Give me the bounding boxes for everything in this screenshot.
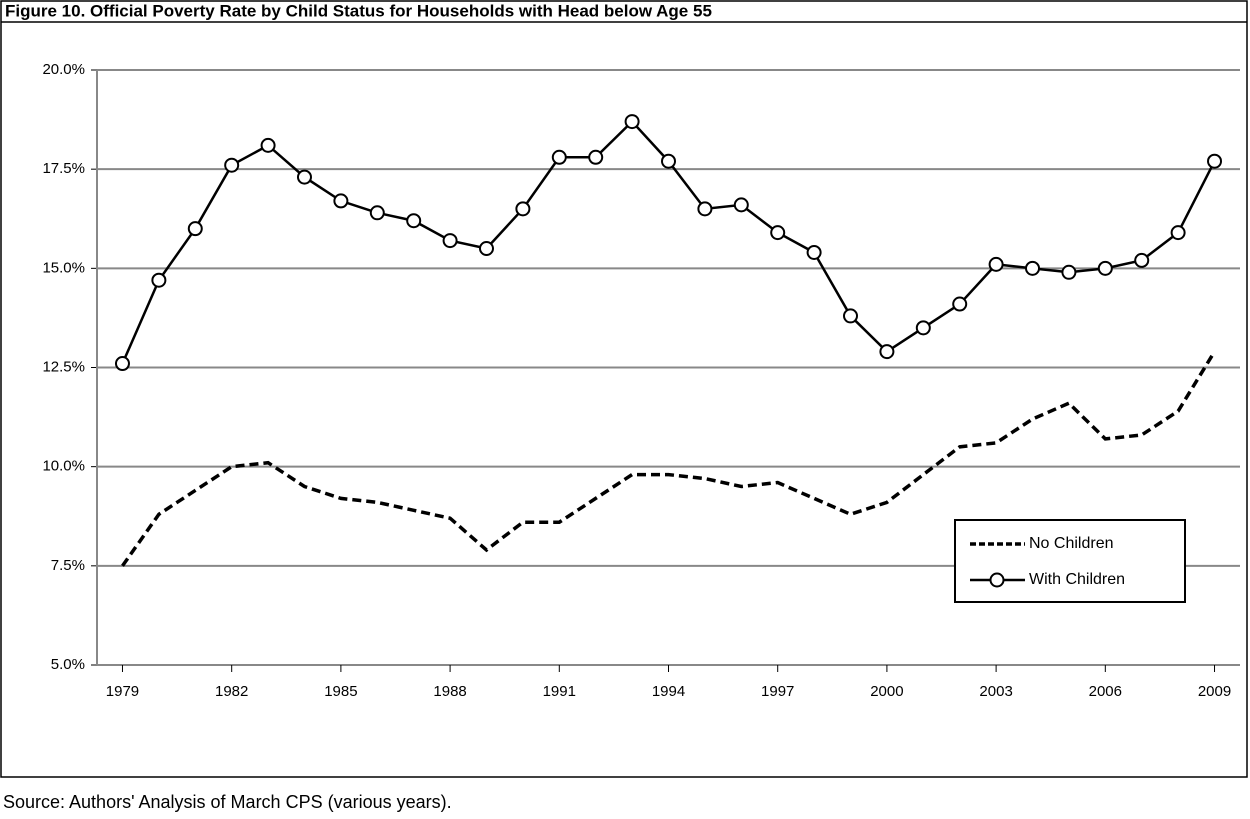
y-tick-label: 20.0% <box>42 61 85 78</box>
legend-box <box>954 519 1186 603</box>
data-point <box>733 197 749 213</box>
x-tick-label: 1997 <box>761 683 794 700</box>
frame <box>0 0 1248 778</box>
y-tick-label: 7.5% <box>51 557 85 574</box>
x-tick-label: 2009 <box>1198 683 1231 700</box>
data-point <box>843 308 859 324</box>
data-point <box>442 233 458 249</box>
data-point <box>114 356 130 372</box>
data-point <box>1170 225 1186 241</box>
data-point <box>333 193 349 209</box>
data-point <box>624 114 640 130</box>
data-point <box>697 201 713 217</box>
data-point <box>1134 252 1150 268</box>
x-tick-label: 2006 <box>1089 683 1122 700</box>
legend-label: No Children <box>1029 535 1113 552</box>
data-point <box>406 213 422 229</box>
x-tick-label: 1979 <box>106 683 139 700</box>
x-tick-label: 1985 <box>324 683 357 700</box>
x-tick-label: 1991 <box>543 683 576 700</box>
x-tick-label: 1994 <box>652 683 685 700</box>
y-tick-label: 17.5% <box>42 160 85 177</box>
data-point <box>151 272 167 288</box>
x-tick-label: 1988 <box>433 683 466 700</box>
x-tick-label: 2000 <box>870 683 903 700</box>
data-point <box>1207 153 1223 169</box>
data-point <box>770 225 786 241</box>
legend-label: With Children <box>1029 571 1125 588</box>
data-point <box>915 320 931 336</box>
series-line <box>121 350 1217 567</box>
data-point <box>187 221 203 237</box>
data-point <box>952 296 968 312</box>
legend-marker <box>989 572 1005 588</box>
data-point <box>588 149 604 165</box>
source-note: Source: Authors' Analysis of March CPS (… <box>3 792 452 812</box>
data-point <box>1061 264 1077 280</box>
data-point <box>661 153 676 169</box>
data-point <box>988 256 1004 272</box>
data-point <box>1097 260 1113 276</box>
y-tick-label: 5.0% <box>51 656 85 673</box>
chart-title: Figure 10. Official Poverty Rate by Chil… <box>5 1 712 20</box>
data-point <box>478 241 494 256</box>
data-point <box>551 149 567 165</box>
data-point <box>515 201 531 217</box>
y-tick-label: 12.5% <box>42 358 85 375</box>
data-point <box>296 169 312 185</box>
y-tick-label: 10.0% <box>42 458 85 475</box>
x-tick-label: 2003 <box>979 683 1012 700</box>
data-point <box>879 344 895 360</box>
data-point <box>806 244 822 260</box>
data-point <box>369 205 385 221</box>
data-point <box>1025 260 1041 276</box>
y-tick-label: 15.0% <box>42 259 85 276</box>
data-point <box>224 157 240 173</box>
x-tick-label: 1982 <box>215 683 248 700</box>
data-point <box>260 137 276 153</box>
